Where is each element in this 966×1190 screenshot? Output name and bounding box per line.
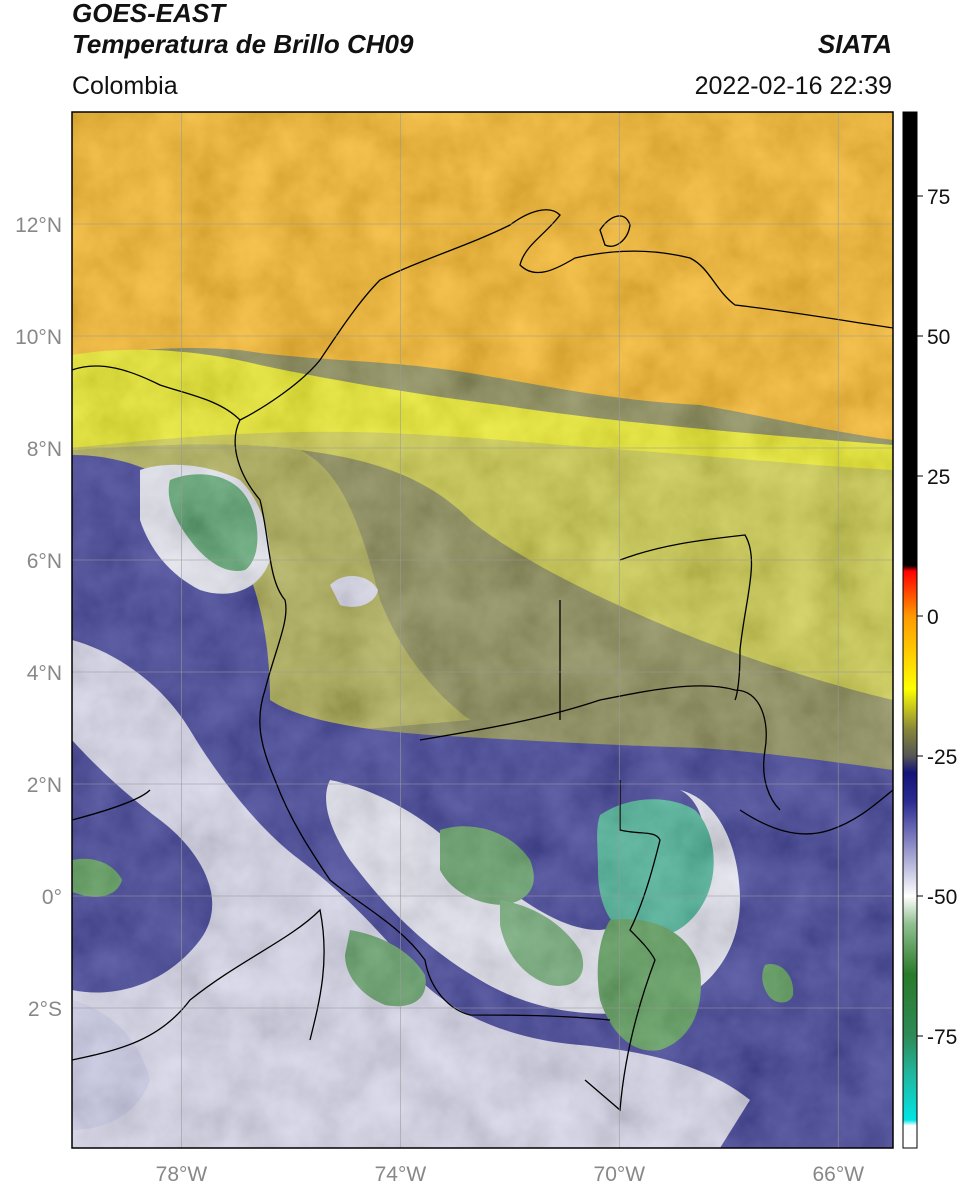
colorbar-tick-label: -50 <box>927 886 957 909</box>
lat-tick-label: 8°N <box>27 438 62 461</box>
colorbar-tick-label: 25 <box>927 466 950 489</box>
lat-tick-label: 2°N <box>27 774 62 797</box>
timestamp-label: 2022-02-16 22:39 <box>694 72 892 100</box>
latitude-ticks: 12°N 10°N 8°N 6°N 4°N 2°N 0° 2°S <box>15 214 62 1021</box>
colorbar-tick-label: 0 <box>927 606 939 629</box>
colorbar-ticks: 75 50 25 0 -25 -50 -75 <box>917 186 957 1049</box>
map-frame <box>71 111 894 1149</box>
product-title: Temperatura de Brillo CH09 <box>72 29 414 59</box>
lon-tick-label: 70°W <box>594 1163 646 1186</box>
lon-tick-label: 66°W <box>812 1163 864 1186</box>
region-label: Colombia <box>72 72 178 100</box>
brand-label: SIATA <box>817 29 892 59</box>
colorbar-scale <box>902 111 918 1149</box>
colorbar-tick-label: -25 <box>927 746 957 769</box>
lat-tick-label: 6°N <box>27 550 62 573</box>
colorbar-tick-label: 50 <box>927 326 950 349</box>
lat-tick-label: 10°N <box>15 326 62 349</box>
colorbar: 75 50 25 0 -25 -50 -75 <box>902 111 957 1149</box>
lat-tick-label: 2°S <box>28 998 62 1021</box>
lat-tick-label: 0° <box>42 886 62 909</box>
lat-tick-label: 12°N <box>15 214 62 237</box>
lat-tick-label: 4°N <box>27 662 62 685</box>
longitude-ticks: 78°W 74°W 70°W 66°W <box>156 1163 865 1186</box>
imagery-layer <box>72 112 893 1148</box>
graticule <box>72 112 893 1148</box>
colorbar-tick-label: -75 <box>927 1026 957 1049</box>
lon-tick-label: 74°W <box>375 1163 427 1186</box>
satellite-title: GOES-EAST <box>72 0 226 28</box>
colorbar-tick-label: 75 <box>927 186 950 209</box>
country-borders <box>72 209 893 1112</box>
lon-tick-label: 78°W <box>156 1163 208 1186</box>
